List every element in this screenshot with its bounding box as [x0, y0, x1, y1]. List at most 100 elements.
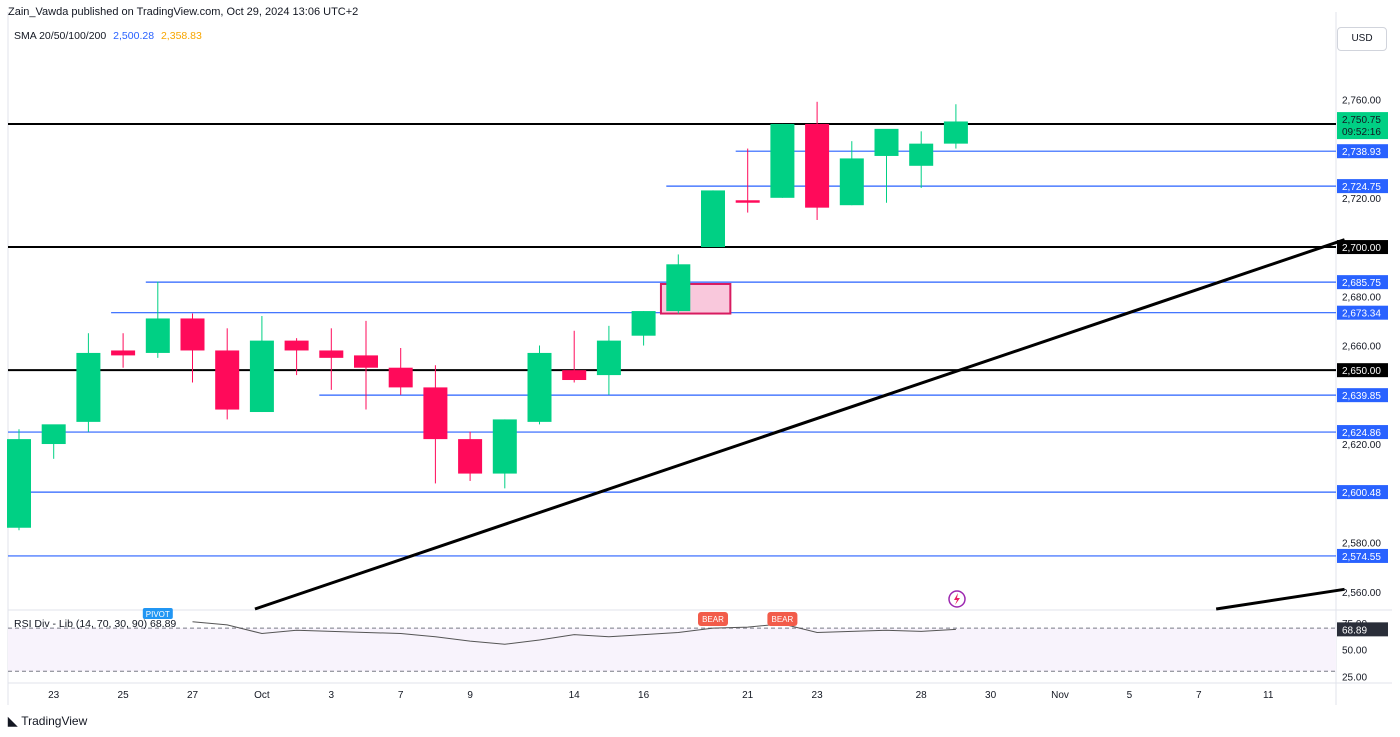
candle-body	[943, 121, 968, 144]
candle-body	[839, 158, 864, 206]
countdown-label: 09:52:16	[1342, 127, 1381, 138]
candle-body	[76, 352, 101, 422]
candle-body	[388, 367, 413, 388]
time-tick-label: 11	[1263, 690, 1274, 701]
level-price-label: 2,724.75	[1342, 182, 1381, 193]
candle-body	[631, 311, 656, 336]
level-price-tag	[1337, 548, 1388, 563]
published-by-text: Zain_Vawda published on TradingView.com,…	[8, 6, 359, 18]
sma-indicator-name: SMA 20/50/100/200	[14, 30, 107, 42]
level-price-label: 2,624.86	[1342, 428, 1381, 439]
level-price-tag	[1337, 485, 1388, 500]
level-price-label: 2,673.34	[1342, 309, 1381, 320]
time-tick-label: 16	[638, 690, 650, 701]
rsi-indicator-legend[interactable]: RSI Div - Lib (14, 70, 30, 90) 68.89	[14, 618, 176, 630]
time-tick-label: 3	[329, 690, 335, 701]
candle-body	[458, 439, 483, 474]
time-tick-label: Oct	[254, 690, 270, 701]
sma-indicator-legend[interactable]: SMA 20/50/100/200 2,500.28 2,358.83	[14, 30, 202, 42]
sma-value-2: 2,358.83	[160, 30, 202, 42]
price-tick-label: 2,660.00	[1342, 342, 1381, 353]
time-tick-label: 27	[187, 690, 199, 701]
candle-body	[180, 318, 205, 351]
candle-body	[145, 318, 170, 353]
price-tick-label: 2,580.00	[1342, 539, 1381, 550]
trendline	[254, 238, 1346, 611]
candle-body	[284, 340, 309, 351]
level-price-label: 2,700.00	[1342, 243, 1381, 254]
last-price-tag	[1337, 112, 1388, 140]
bear-badge-label: BEAR	[702, 615, 724, 624]
candle-body	[249, 340, 274, 413]
candle-body	[41, 424, 66, 445]
candle-body	[562, 370, 587, 381]
price-tick-label: 2,680.00	[1342, 292, 1381, 303]
rsi-line	[192, 621, 956, 645]
rsi-band-fill	[8, 628, 1336, 672]
candle-body	[909, 143, 934, 166]
level-price-tag	[1337, 305, 1388, 320]
sma-value-1: 2,500.28	[113, 30, 155, 42]
level-price-tag	[1337, 144, 1388, 159]
lightning-bolt-icon	[954, 593, 960, 605]
bear-badge	[698, 612, 728, 626]
time-tick-label: 14	[569, 690, 581, 701]
candle-body	[874, 128, 899, 156]
candle-body	[805, 123, 830, 208]
level-price-label: 2,685.75	[1342, 278, 1381, 289]
level-price-label: 2,574.55	[1342, 552, 1381, 563]
last-price-label: 2,750.75	[1342, 115, 1381, 126]
level-price-tag	[1337, 363, 1388, 378]
level-price-label: 2,650.00	[1342, 366, 1381, 377]
candle-body	[596, 340, 621, 376]
level-price-tag	[1337, 240, 1388, 255]
candle-body	[701, 190, 725, 248]
time-tick-label: 28	[916, 690, 928, 701]
level-price-label: 2,639.85	[1342, 391, 1381, 402]
candle-body	[423, 387, 448, 440]
price-tick-label: 2,620.00	[1342, 440, 1381, 451]
lightning-icon	[948, 590, 966, 608]
level-price-tag	[1337, 179, 1388, 194]
level-price-label: 2,738.93	[1342, 147, 1381, 158]
level-price-tag	[1337, 425, 1388, 440]
price-tick-label: 2,720.00	[1342, 194, 1381, 205]
rsi-indicator-value: 68.89	[149, 618, 177, 630]
candle-body	[215, 350, 240, 410]
candle-body	[666, 264, 691, 312]
rsi-value-tag	[1337, 622, 1388, 637]
level-price-tag	[1337, 275, 1388, 290]
time-tick-label: Nov	[1051, 690, 1069, 701]
rsi-tick-label: 50.00	[1342, 646, 1367, 657]
currency-button[interactable]: USD	[1337, 27, 1387, 51]
time-tick-label: 30	[985, 690, 997, 701]
time-tick-label: 9	[467, 690, 473, 701]
time-tick-label: 25	[118, 690, 130, 701]
pivot-badge	[142, 608, 173, 619]
price-tick-label: 2,560.00	[1342, 588, 1381, 599]
time-tick-label: 7	[398, 690, 404, 701]
tradingview-logo-icon: ◣	[8, 714, 18, 728]
tradingview-brand[interactable]: ◣ TradingView	[8, 714, 87, 728]
pivot-badge-label: PIVOT	[146, 610, 170, 619]
tradingview-brand-text: TradingView	[21, 714, 88, 728]
candle-body	[111, 350, 136, 356]
time-tick-label: 5	[1127, 690, 1133, 701]
rsi-tick-label: 25.00	[1342, 673, 1367, 684]
bear-badge-label: BEAR	[772, 615, 794, 624]
bear-badge	[767, 612, 798, 626]
candle-body	[770, 123, 795, 198]
time-tick-label: 23	[48, 690, 60, 701]
time-tick-label: 23	[812, 690, 824, 701]
candle-body	[492, 419, 517, 474]
candle-body	[319, 350, 344, 358]
rsi-value-label: 68.89	[1342, 625, 1367, 636]
candle-body	[735, 200, 760, 203]
rsi-indicator-name: RSI Div - Lib (14, 70, 30, 90)	[14, 618, 148, 630]
trendline	[1215, 587, 1345, 611]
time-tick-label: 7	[1196, 690, 1202, 701]
candle-body	[527, 352, 552, 422]
level-price-label: 2,600.48	[1342, 488, 1381, 499]
